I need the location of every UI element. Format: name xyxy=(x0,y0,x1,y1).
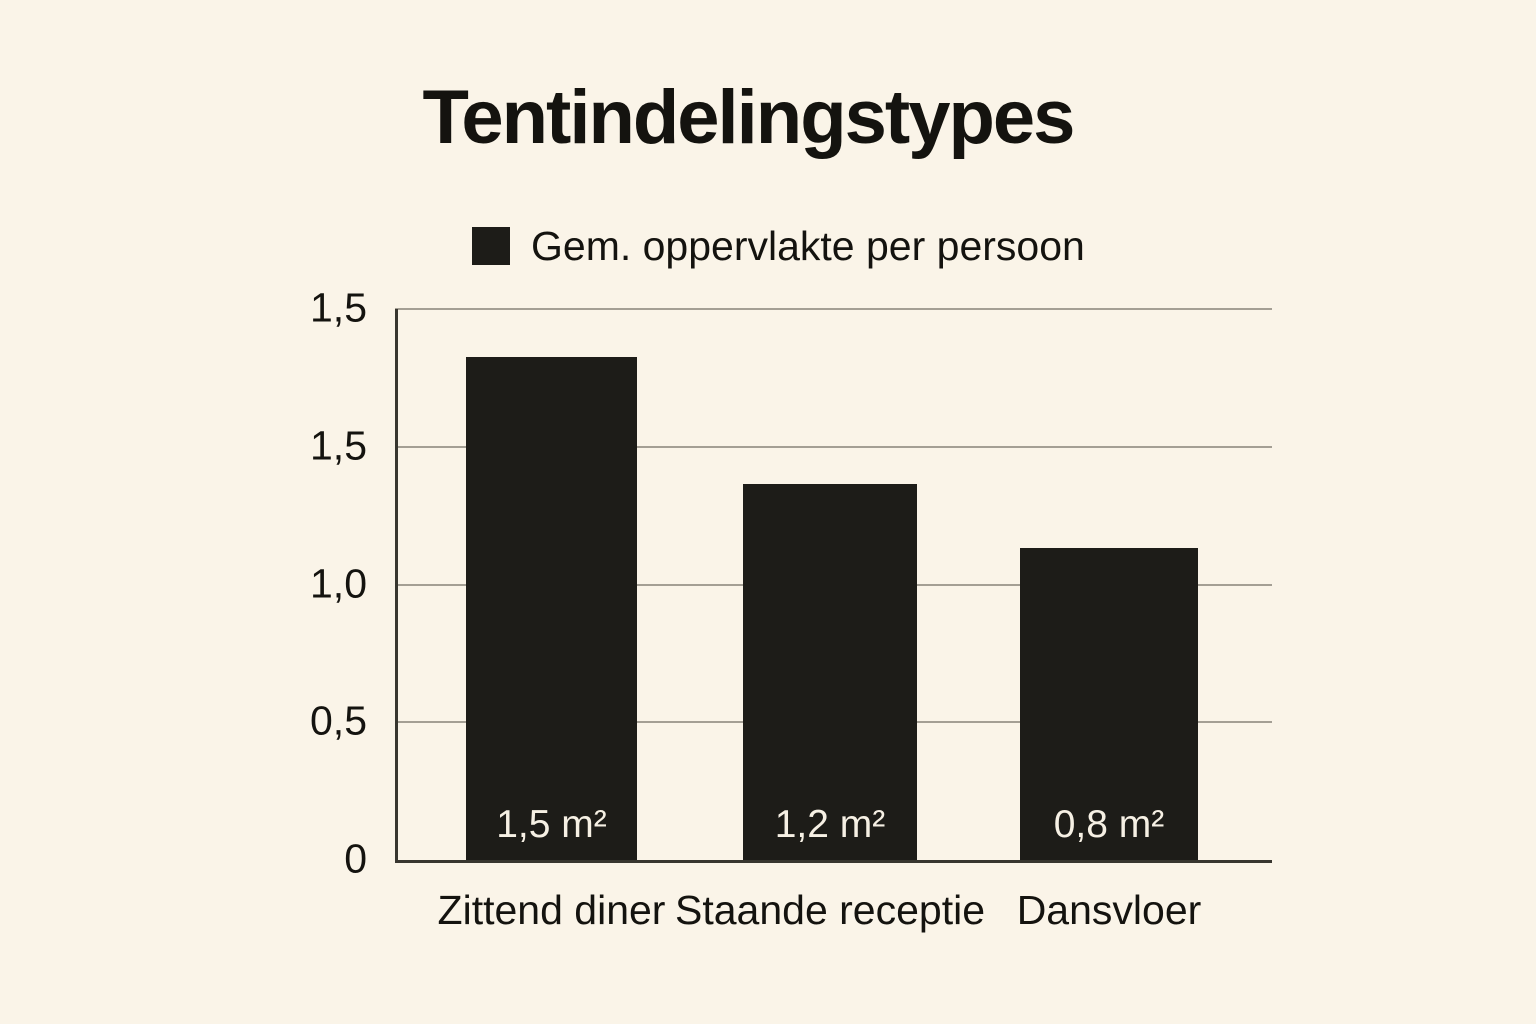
x-category-label: Zittend diner xyxy=(437,887,666,933)
legend: Gem. oppervlakte per persoon xyxy=(472,224,1085,268)
bar-value-label: 1,2 m² xyxy=(774,803,886,846)
y-axis-line xyxy=(395,309,398,863)
bar-value-label: 1,5 m² xyxy=(496,803,607,846)
y-tick-label: 0,5 xyxy=(310,697,367,744)
x-axis-line xyxy=(395,860,1272,863)
y-tick-label: 0 xyxy=(344,835,367,882)
gridline xyxy=(395,308,1272,310)
bar-2: 1,2 m² xyxy=(743,484,917,860)
legend-label: Gem. oppervlakte per persoon xyxy=(531,222,1085,269)
bar-value-label: 0,8 m² xyxy=(1053,803,1165,846)
bar-1: 1,5 m² xyxy=(466,357,637,860)
x-category-label: Staande receptie xyxy=(674,887,986,933)
bar-3: 0,8 m² xyxy=(1020,548,1198,860)
legend-swatch-icon xyxy=(472,227,510,265)
gridline xyxy=(395,446,1272,448)
y-tick-label: 1,5 xyxy=(310,284,367,331)
y-tick-label: 1,0 xyxy=(310,560,367,607)
x-category-label: Dansvloer xyxy=(1016,887,1202,933)
chart-title: Tentindelingstypes xyxy=(422,75,1076,160)
y-tick-label: 1,5 xyxy=(310,422,367,469)
